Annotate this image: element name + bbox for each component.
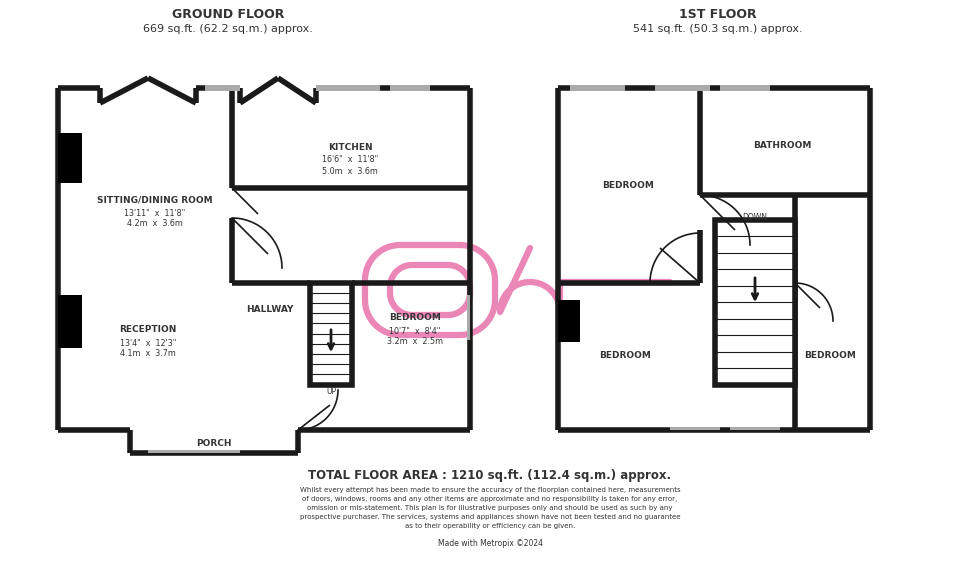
Text: BEDROOM: BEDROOM xyxy=(804,350,856,359)
Text: 5.0m  x  3.6m: 5.0m x 3.6m xyxy=(322,166,378,175)
Bar xyxy=(558,300,580,342)
Bar xyxy=(467,295,470,340)
Text: DOWN: DOWN xyxy=(743,212,767,221)
Bar xyxy=(655,85,710,91)
Text: 13'4"  x  12'3": 13'4" x 12'3" xyxy=(120,338,176,348)
Text: 4.1m  x  3.7m: 4.1m x 3.7m xyxy=(121,349,176,358)
Text: omission or mis-statement. This plan is for illustrative purposes only and shoul: omission or mis-statement. This plan is … xyxy=(308,505,672,511)
Text: BEDROOM: BEDROOM xyxy=(599,350,651,359)
Bar xyxy=(310,283,352,385)
Text: 10'7"  x  8'4": 10'7" x 8'4" xyxy=(389,327,441,336)
Text: KITCHEN: KITCHEN xyxy=(327,143,372,152)
Bar xyxy=(316,85,380,91)
Bar xyxy=(570,85,625,91)
Bar xyxy=(148,450,240,453)
Text: prospective purchaser. The services, systems and appliances shown have not been : prospective purchaser. The services, sys… xyxy=(300,514,680,520)
Text: 3.2m  x  2.5m: 3.2m x 2.5m xyxy=(387,337,443,346)
Text: 4.2m  x  3.6m: 4.2m x 3.6m xyxy=(127,220,183,229)
Text: 13'11"  x  11'8": 13'11" x 11'8" xyxy=(124,208,185,217)
Text: of doors, windows, rooms and any other items are approximate and no responsibili: of doors, windows, rooms and any other i… xyxy=(303,496,677,502)
Text: BATHROOM: BATHROOM xyxy=(753,140,811,149)
Bar xyxy=(58,133,82,183)
Text: 16'6"  x  11'8": 16'6" x 11'8" xyxy=(321,156,378,165)
Text: UP: UP xyxy=(326,388,336,397)
Text: 1ST FLOOR: 1ST FLOOR xyxy=(679,8,757,22)
Text: 669 sq.ft. (62.2 sq.m.) approx.: 669 sq.ft. (62.2 sq.m.) approx. xyxy=(143,24,313,34)
Text: 541 sq.ft. (50.3 sq.m.) approx.: 541 sq.ft. (50.3 sq.m.) approx. xyxy=(633,24,803,34)
Text: as to their operability or efficiency can be given.: as to their operability or efficiency ca… xyxy=(405,523,575,529)
Text: TOTAL FLOOR AREA : 1210 sq.ft. (112.4 sq.m.) approx.: TOTAL FLOOR AREA : 1210 sq.ft. (112.4 sq… xyxy=(309,469,671,482)
Bar xyxy=(670,427,720,430)
Bar xyxy=(390,85,430,91)
Bar xyxy=(730,427,780,430)
Bar xyxy=(205,85,240,91)
Text: BEDROOM: BEDROOM xyxy=(602,181,654,190)
Bar xyxy=(720,85,770,91)
Text: HALLWAY: HALLWAY xyxy=(246,306,294,315)
Bar xyxy=(58,295,82,348)
Text: GROUND FLOOR: GROUND FLOOR xyxy=(172,8,284,22)
Text: PORCH: PORCH xyxy=(196,440,231,448)
Bar xyxy=(715,220,795,385)
Text: Whilst every attempt has been made to ensure the accuracy of the floorplan conta: Whilst every attempt has been made to en… xyxy=(300,487,680,493)
Text: SITTING/DINING ROOM: SITTING/DINING ROOM xyxy=(97,195,213,204)
Text: BEDROOM: BEDROOM xyxy=(389,314,441,323)
Text: RECEPTION: RECEPTION xyxy=(120,325,176,335)
Text: Made with Metropix ©2024: Made with Metropix ©2024 xyxy=(437,538,543,547)
